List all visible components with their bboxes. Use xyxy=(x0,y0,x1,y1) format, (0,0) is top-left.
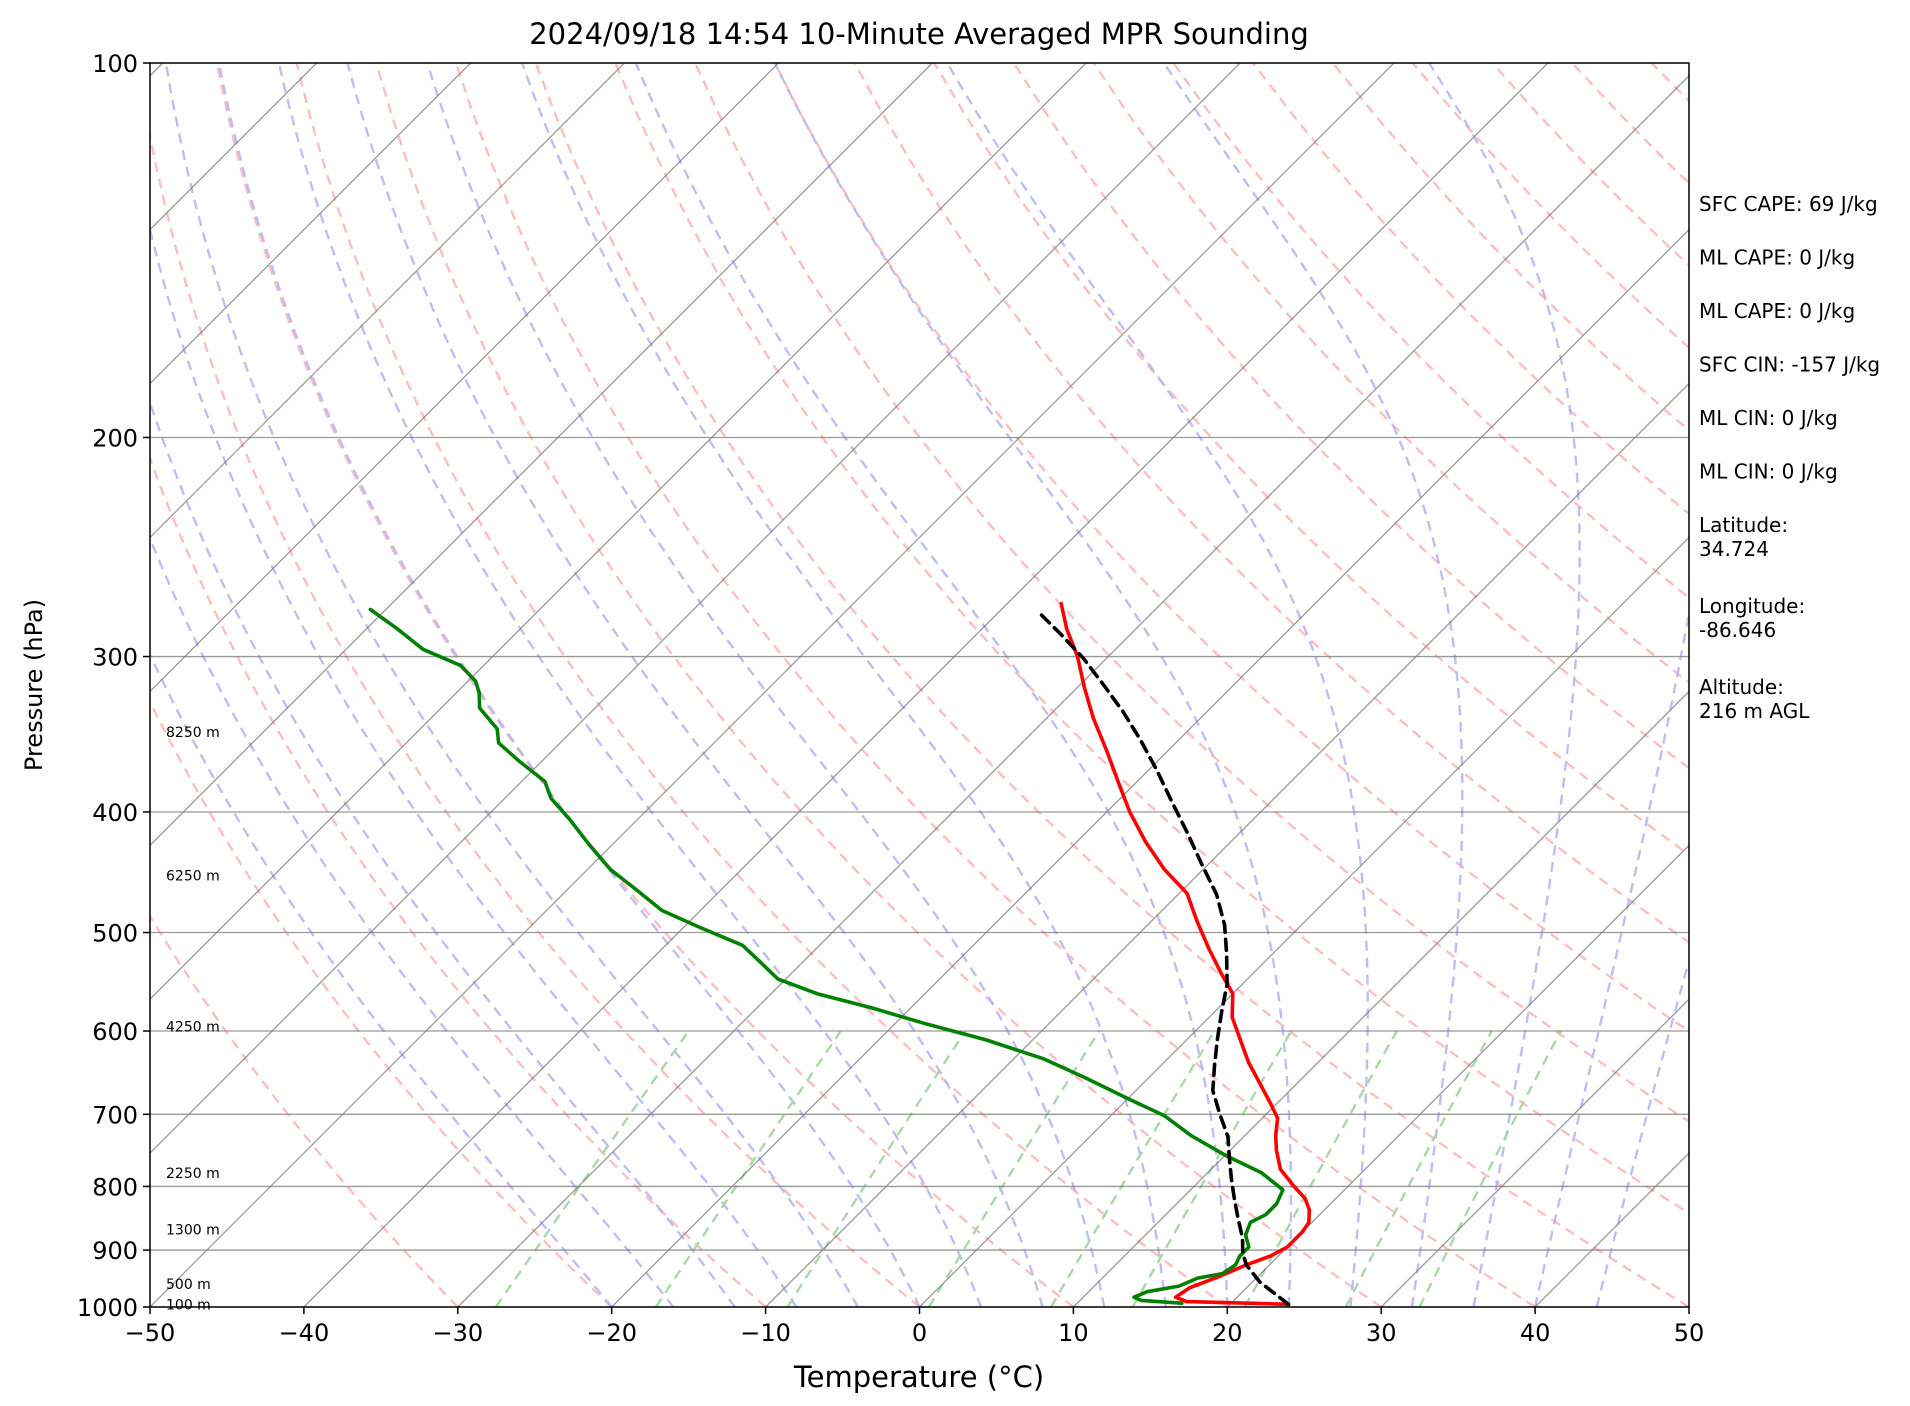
mixing-ratio-line xyxy=(1418,1030,1562,1307)
moist-adiabat xyxy=(217,63,921,1307)
info-label: Longitude: xyxy=(1699,594,1805,618)
isotherm-line xyxy=(765,382,1689,1307)
info-label: SFC CIN: -157 J/kg xyxy=(1699,353,1880,377)
isotherm-line xyxy=(1072,690,1689,1307)
dry-adiabat xyxy=(454,63,1536,1307)
x-tick-label: −20 xyxy=(586,1319,637,1347)
height-label: 8250 m xyxy=(166,725,220,741)
info-label: Latitude: xyxy=(1699,513,1788,537)
moist-adiabat xyxy=(426,63,1106,1307)
moist-adiabat xyxy=(1428,63,1581,1307)
info-label: ML CAPE: 0 J/kg xyxy=(1699,246,1855,270)
isotherm-line xyxy=(150,63,472,385)
moist-adiabat xyxy=(1533,606,1689,1307)
y-tick-label: 400 xyxy=(92,799,138,827)
moist-adiabat xyxy=(634,63,1229,1307)
isotherm-line xyxy=(1226,844,1689,1307)
background-lines xyxy=(150,63,1689,1307)
dry-adiabat xyxy=(853,63,1689,944)
y-tick-label: 800 xyxy=(92,1173,138,1201)
series-layer xyxy=(368,601,1312,1307)
dry-adiabat xyxy=(614,63,1689,1215)
height-label: 4250 m xyxy=(166,1019,220,1035)
moist-adiabat xyxy=(150,224,798,1307)
isotherm-line xyxy=(457,74,1689,1307)
height-label: 6250 m xyxy=(166,869,220,885)
height-labels: 8250 m 6250 m 4250 m 2250 m 1300 m 500 m 100 m xyxy=(166,725,220,1313)
isotherm-line xyxy=(150,63,1241,1155)
info-value: -86.646 xyxy=(1699,618,1776,642)
y-tick-label: 500 xyxy=(92,920,138,948)
moist-adiabat xyxy=(1595,956,1689,1307)
axes: −50 −40 −30 −20 −10 0 10 20 30 40 50 1000 900 800 700 6… xyxy=(77,50,1704,1347)
isotherm-line xyxy=(1380,998,1689,1307)
x-tick-label: 10 xyxy=(1058,1319,1089,1347)
height-label: 2250 m xyxy=(166,1166,220,1182)
dewpoint-line xyxy=(368,607,1285,1305)
info-label: Altitude: xyxy=(1699,675,1784,699)
y-tick-label: 300 xyxy=(92,644,138,672)
moist-adiabat xyxy=(150,652,613,1307)
dry-adiabat xyxy=(215,63,1075,1307)
parcel-line xyxy=(1036,609,1291,1307)
moist-adiabat xyxy=(946,63,1369,1307)
height-label: 100 m xyxy=(166,1297,211,1313)
y-tick-label: 100 xyxy=(92,50,138,78)
x-tick-label: −40 xyxy=(279,1319,330,1347)
isotherm-line xyxy=(150,63,779,693)
y-tick-label: 1000 xyxy=(77,1294,138,1322)
isotherm-line xyxy=(150,63,1087,1001)
y-tick-label: 200 xyxy=(92,424,138,452)
height-label: 500 m xyxy=(166,1277,211,1293)
info-value: 34.724 xyxy=(1699,537,1769,561)
dry-adiabat xyxy=(534,63,1689,1307)
height-label: 1300 m xyxy=(166,1222,220,1238)
dry-adiabat xyxy=(150,699,613,1307)
moist-adiabat xyxy=(150,399,736,1307)
isotherm-line xyxy=(150,63,933,847)
mixing-ratio-line xyxy=(1344,1030,1493,1307)
y-tick-label: 700 xyxy=(92,1101,138,1129)
moist-adiabat xyxy=(1162,63,1464,1307)
dry-adiabat xyxy=(1172,63,1689,600)
x-tick-label: 30 xyxy=(1366,1319,1397,1347)
moist-adiabat xyxy=(520,63,1167,1307)
dry-adiabat xyxy=(150,129,921,1307)
x-tick-label: −50 xyxy=(125,1319,176,1347)
moist-adiabat xyxy=(150,535,675,1307)
x-tick-label: 0 xyxy=(912,1319,927,1347)
isotherm-line xyxy=(150,63,625,539)
moist-adiabat xyxy=(346,63,1044,1307)
y-tick-label: 900 xyxy=(92,1237,138,1265)
temperature-line xyxy=(1059,601,1312,1307)
dry-adiabat xyxy=(694,63,1689,1124)
x-axis-label: Temperature (°C) xyxy=(793,1360,1044,1394)
x-tick-label: −30 xyxy=(432,1319,483,1347)
dry-adiabat xyxy=(1012,63,1689,770)
isotherm-line xyxy=(303,63,1549,1307)
y-axis-label: Pressure (hPa) xyxy=(20,599,48,771)
x-tick-label: 40 xyxy=(1520,1319,1551,1347)
x-tick-label: −10 xyxy=(740,1319,791,1347)
x-tick-label: 20 xyxy=(1212,1319,1243,1347)
isotherm-line xyxy=(611,228,1689,1307)
dry-adiabat xyxy=(150,913,459,1307)
info-label: SFC CAPE: 69 J/kg xyxy=(1699,192,1878,216)
moist-adiabat xyxy=(164,63,859,1307)
sounding-info-panel: SFC CAPE: 69 J/kg ML CAPE: 0 J/kg ML CAPE:… xyxy=(1699,192,1880,723)
info-label: ML CIN: 0 J/kg xyxy=(1699,406,1838,430)
info-label: ML CAPE: 0 J/kg xyxy=(1699,299,1855,323)
info-label: ML CIN: 0 J/kg xyxy=(1699,460,1838,484)
x-tick-label: 50 xyxy=(1674,1319,1705,1347)
dry-adiabat xyxy=(933,63,1689,857)
isotherm-line xyxy=(150,63,1395,1307)
y-tick-label: 600 xyxy=(92,1018,138,1046)
moist-adiabat xyxy=(773,63,1293,1307)
dry-adiabat xyxy=(150,455,767,1307)
info-value: 216 m AGL xyxy=(1699,699,1810,723)
dry-adiabat xyxy=(773,63,1689,1033)
chart-title: 2024/09/18 14:54 10-Minute Averaged MPR … xyxy=(529,17,1309,51)
